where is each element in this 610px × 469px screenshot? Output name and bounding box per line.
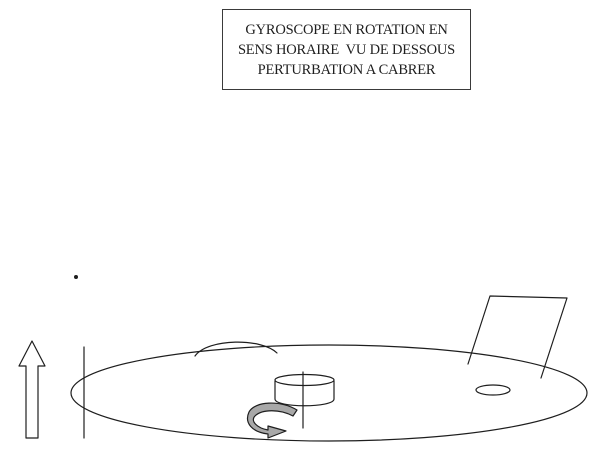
small-oval (475, 384, 511, 396)
dome-bump (194, 341, 278, 357)
central-hub-top (274, 373, 335, 387)
stray-dot (74, 275, 78, 279)
up-arrow (18, 340, 46, 439)
title-line-3: PERTURBATION A CABRER (257, 61, 436, 78)
gyroscope-disc (70, 344, 588, 442)
central-hub (274, 380, 335, 407)
title-line-2: SENS HORAIRE VU DE DESSOUS (237, 41, 456, 58)
tail-fin (467, 295, 568, 379)
rotation-arrow (247, 402, 298, 439)
title-line-1: GYROSCOPE EN ROTATION EN (245, 21, 448, 38)
title-box: GYROSCOPE EN ROTATION EN SENS HORAIRE VU… (222, 9, 471, 90)
